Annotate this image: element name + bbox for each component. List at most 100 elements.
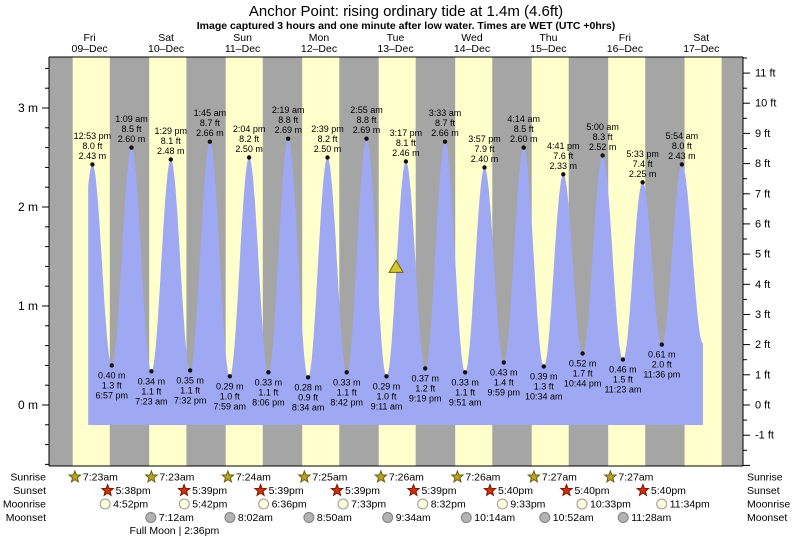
low-tide-label: 0.46 m — [609, 365, 637, 375]
low-tide-label: 7:23 am — [135, 396, 168, 406]
high-tide-label: 2.48 m — [157, 146, 185, 156]
sunrise-icon — [450, 469, 465, 484]
tide-extreme-dot — [246, 155, 252, 160]
moonrise-time: 9:33pm — [510, 499, 545, 511]
low-tide-label: 9:59 pm — [488, 387, 521, 397]
day-date: 09–Dec — [71, 43, 107, 55]
sunrise-time: 7:24am — [236, 472, 271, 484]
axis-left-labels: 0 m 1 m 2 m 3 m — [18, 101, 38, 412]
high-tide-label: 8.7 ft — [435, 118, 456, 128]
high-tide-label: 12:53 pm — [74, 131, 112, 141]
high-tide-label: 2.69 m — [353, 125, 381, 135]
low-tide-label: 8:06 pm — [252, 397, 285, 407]
high-tide-label: 2.50 m — [235, 144, 263, 154]
ft-axis-label: 9 ft — [755, 128, 770, 140]
high-tide-label: 2.43 m — [79, 151, 107, 161]
moonrise-row-label-left: Moonrise — [3, 499, 46, 511]
day-date: 16–Dec — [607, 43, 643, 55]
high-tide-label: 3:17 pm — [390, 128, 423, 138]
low-tide-label: 1.1 ft — [180, 385, 201, 395]
low-tide-label: 1.0 ft — [376, 391, 397, 401]
day-name: Sat — [693, 32, 709, 44]
moonrise-time: 10:33pm — [590, 499, 631, 511]
ft-axis-label: 10 ft — [755, 98, 776, 110]
moonrise-time: 6:36pm — [272, 499, 307, 511]
moonset-icon — [460, 512, 472, 523]
ft-axis-label: 8 ft — [755, 158, 770, 170]
high-tide-label: 7.4 ft — [633, 159, 654, 169]
moonset-time: 10:14am — [474, 512, 515, 524]
high-tide-label: 8.7 ft — [200, 118, 221, 128]
day-date: 15–Dec — [530, 43, 566, 55]
full-moon-group: Full Moon | 2:36pm — [130, 525, 220, 537]
sunset-time: 5:38pm — [116, 485, 151, 497]
ft-axis-label: 6 ft — [755, 218, 770, 230]
astro-rows: Sunrise Sunrise 7:23am 7:23am 7:24am 7:25am 7:… — [3, 469, 790, 524]
low-tide-label: 0.40 m — [98, 370, 126, 380]
ft-axis-label: 2 ft — [755, 339, 770, 351]
sunrise-time: 7:27am — [618, 472, 653, 484]
sunset-icon — [483, 483, 497, 497]
sunrise-icon — [144, 469, 159, 484]
day-name: Fri — [619, 32, 631, 44]
low-tide-label: 0.33 m — [333, 377, 361, 387]
moonset-icon — [539, 512, 551, 523]
tide-extreme-dot — [364, 136, 369, 141]
high-tide-label: 7.9 ft — [474, 144, 495, 154]
tide-event-labels: 12:53 pm8.0 ft2.43 m0.40 m1.3 ft6:57 pm1… — [74, 105, 699, 412]
tide-extreme-dot — [90, 162, 95, 167]
sunrise-icon — [220, 469, 235, 484]
low-tide-label: 8:42 pm — [330, 397, 363, 407]
sunset-icon — [635, 483, 650, 497]
sunset-time: 5:40pm — [498, 485, 533, 497]
high-tide-label: 8.8 ft — [278, 115, 299, 125]
high-tide-label: 2.43 m — [668, 151, 696, 161]
tide-extreme-dot — [344, 370, 349, 375]
high-tide-label: 2.25 m — [629, 169, 657, 179]
sunrise-icon — [297, 469, 312, 484]
moonrise-time: 7:33pm — [351, 499, 386, 511]
high-tide-label: 2.52 m — [589, 142, 617, 152]
low-tide-label: 1.0 ft — [220, 391, 241, 401]
moonrise-time: 5:42pm — [192, 499, 227, 511]
tide-extreme-dot — [266, 370, 271, 375]
high-tide-label: 5:33 pm — [626, 149, 659, 159]
low-tide-label: 7:32 pm — [174, 395, 207, 405]
current-level-marker — [388, 259, 404, 273]
sunrise-time: 7:26am — [465, 472, 500, 484]
tide-extreme-dot — [521, 145, 526, 150]
high-tide-label: 8.5 ft — [121, 124, 142, 134]
moonrise-icon — [337, 498, 349, 510]
high-tide-label: 8.0 ft — [82, 141, 103, 151]
ft-axis-label: 5 ft — [755, 249, 770, 261]
high-tide-label: 2:39 pm — [311, 124, 344, 134]
moonrise-time: 8:32pm — [431, 499, 466, 511]
sunset-time: 5:40pm — [575, 485, 610, 497]
low-tide-label: 0.9 ft — [298, 392, 319, 402]
moonrise-icon — [178, 498, 190, 510]
low-tide-label: 1.2 ft — [415, 383, 436, 393]
day-name: Sun — [233, 32, 252, 44]
low-tide-label: 1.3 ft — [534, 381, 555, 391]
moonset-time: 7:12am — [159, 512, 194, 524]
tide-extreme-dot — [109, 363, 115, 368]
high-tide-label: 2.40 m — [471, 154, 499, 164]
low-tide-label: 0.28 m — [294, 382, 322, 392]
low-tide-label: 1.1 ft — [455, 387, 476, 397]
high-tide-label: 2.60 m — [118, 134, 146, 144]
moonrise-row-label-right: Moonrise — [747, 499, 790, 511]
sunrise-time: 7:27am — [542, 472, 577, 484]
tide-extreme-dot — [501, 360, 506, 365]
moonset-row-label-left: Moonset — [6, 512, 46, 524]
low-tide-label: 1.1 ft — [258, 387, 279, 397]
low-tide-label: 11:36 pm — [643, 370, 680, 380]
moonset-icon — [382, 512, 394, 523]
day-date: 17–Dec — [683, 43, 719, 55]
low-tide-label: 11:23 am — [604, 385, 641, 395]
ft-axis-label: -1 ft — [755, 430, 774, 442]
low-tide-label: 0.43 m — [490, 367, 518, 377]
sunset-icon — [177, 483, 192, 497]
day-date: 10–Dec — [148, 43, 184, 55]
tide-extreme-dot — [659, 342, 664, 347]
high-tide-label: 2.66 m — [196, 128, 224, 138]
